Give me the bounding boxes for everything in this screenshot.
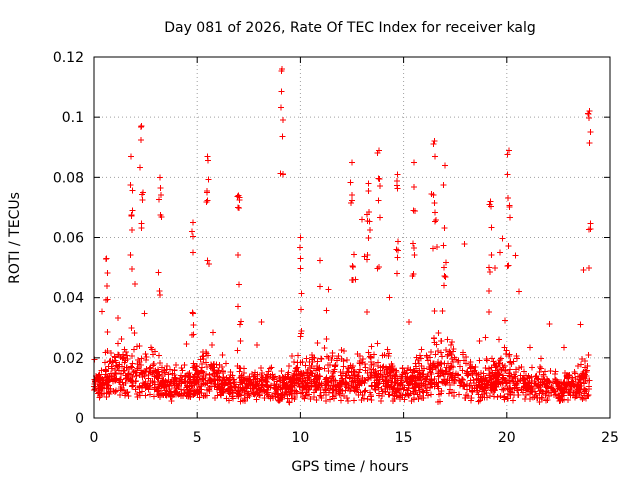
y-tick-label: 0.06 bbox=[53, 231, 84, 247]
data-point-markers bbox=[91, 66, 594, 406]
x-tick-label: 5 bbox=[193, 430, 202, 446]
points-layer bbox=[91, 66, 594, 406]
ticks-layer: 0 5 10 15 20 25 0 0.02 0.04 0.06 0.08 0.1 0.12 bbox=[53, 50, 619, 446]
grid-layer bbox=[94, 57, 610, 418]
x-tick-label: 25 bbox=[601, 430, 619, 446]
chart-title: Day 081 of 2026, Rate Of TEC Index for r… bbox=[164, 20, 536, 36]
y-axis-label: ROTI / TECUs bbox=[7, 192, 23, 284]
x-tick-label: 20 bbox=[498, 430, 516, 446]
y-tick-label: 0.08 bbox=[53, 170, 84, 186]
x-tick-label: 0 bbox=[90, 430, 99, 446]
y-tick-label: 0.12 bbox=[53, 50, 84, 66]
x-tick-label: 10 bbox=[291, 430, 309, 446]
y-tick-label: 0.04 bbox=[53, 291, 84, 307]
x-tick-label: 15 bbox=[395, 430, 413, 446]
y-tick-label: 0.02 bbox=[53, 351, 84, 367]
x-axis-label: GPS time / hours bbox=[291, 459, 408, 475]
y-tick-label: 0.1 bbox=[62, 110, 84, 126]
y-tick-label: 0 bbox=[75, 411, 84, 427]
plot-frame bbox=[93, 56, 611, 419]
